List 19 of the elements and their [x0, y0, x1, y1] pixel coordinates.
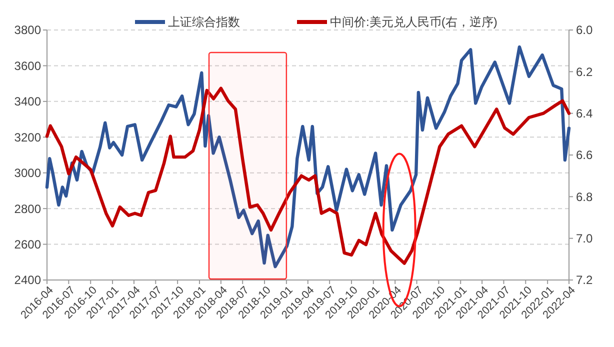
- y2-tick-label: 7.0: [576, 232, 594, 246]
- legend-label: 上证综合指数: [168, 15, 240, 30]
- legend-label: 中间价:美元兑人民币(右，逆序): [330, 15, 498, 30]
- y2-tick-label: 6.6: [576, 148, 594, 162]
- y-tick-label: 2400: [14, 273, 42, 288]
- y-tick-label: 3200: [14, 130, 42, 144]
- y2-tick-label: 6.8: [576, 190, 594, 204]
- y2-tick-label: 7.2: [576, 273, 594, 288]
- y-tick-label: 3400: [14, 94, 42, 109]
- y2-tick-label: 6.0: [576, 23, 594, 38]
- y-tick-label: 3800: [14, 23, 42, 38]
- y2-tick-label: 6.4: [576, 106, 594, 121]
- line-series: [45, 86, 571, 265]
- y-tick-label: 2600: [14, 237, 42, 252]
- y-tick-label: 3600: [14, 58, 42, 73]
- y2-tick-label: 6.2: [576, 64, 594, 79]
- y-tick-label: 2800: [14, 202, 42, 216]
- line-series: [45, 45, 571, 268]
- y-tick-label: 3000: [14, 166, 42, 180]
